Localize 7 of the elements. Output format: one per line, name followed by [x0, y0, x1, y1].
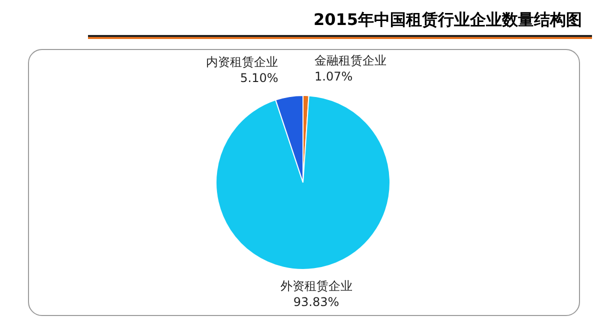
slice-label: 金融租赁企业 [314, 54, 387, 68]
data-label: 1.07% [314, 70, 353, 84]
slice-label: 外资租赁企业 [280, 278, 352, 293]
text: 2015年中国租赁行业企业数量结构图 [312, 9, 583, 31]
data-label: 5.10% [240, 70, 278, 85]
data-label: 93.83% [293, 294, 340, 309]
slice-label: 内资租赁企业 [206, 54, 278, 69]
